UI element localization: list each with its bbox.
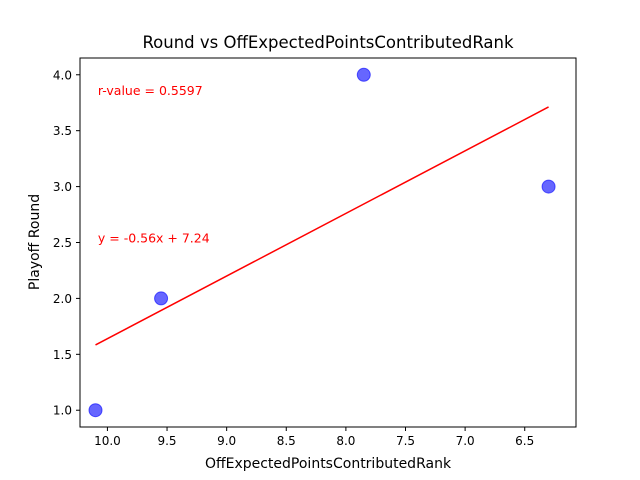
y-axis-ticks: 1.0 1.5 2.0 2.5 3.0 3.5 4.0 (53, 68, 80, 418)
regression-line (95, 106, 549, 346)
y-tick-label: 1.0 (53, 404, 72, 418)
x-tick-label: 9.5 (157, 434, 176, 448)
x-tick-label: 7.5 (396, 434, 415, 448)
x-tick-label: 8.5 (277, 434, 296, 448)
chart-title: Round vs OffExpectedPointsContributedRan… (142, 33, 514, 52)
scatter-point (88, 403, 103, 418)
x-axis-label: OffExpectedPointsContributedRank (205, 456, 452, 472)
y-tick-label: 2.0 (53, 292, 72, 306)
plot-area: r-value = 0.5597 y = -0.56x + 7.24 (88, 67, 556, 418)
y-tick-label: 3.0 (53, 180, 72, 194)
y-tick-label: 1.5 (53, 348, 72, 362)
y-tick-label: 3.5 (53, 124, 72, 138)
y-tick-label: 4.0 (53, 68, 72, 82)
annotation-text: y = -0.56x + 7.24 (98, 231, 210, 246)
y-axis-label: Playoff Round (27, 194, 43, 290)
y-tick-label: 2.5 (53, 236, 72, 250)
x-tick-label: 8.0 (336, 434, 355, 448)
x-tick-label: 10.0 (94, 434, 121, 448)
x-tick-label: 9.0 (217, 434, 236, 448)
x-axis-ticks: 10.0 9.5 9.0 8.5 8.0 7.5 7.0 6.5 (94, 427, 534, 448)
scatter-point (541, 179, 556, 194)
annotation-text: r-value = 0.5597 (98, 83, 203, 98)
scatter-point (154, 291, 169, 306)
x-tick-label: 6.5 (515, 434, 534, 448)
x-tick-label: 7.0 (456, 434, 475, 448)
scatter-point (356, 67, 371, 82)
